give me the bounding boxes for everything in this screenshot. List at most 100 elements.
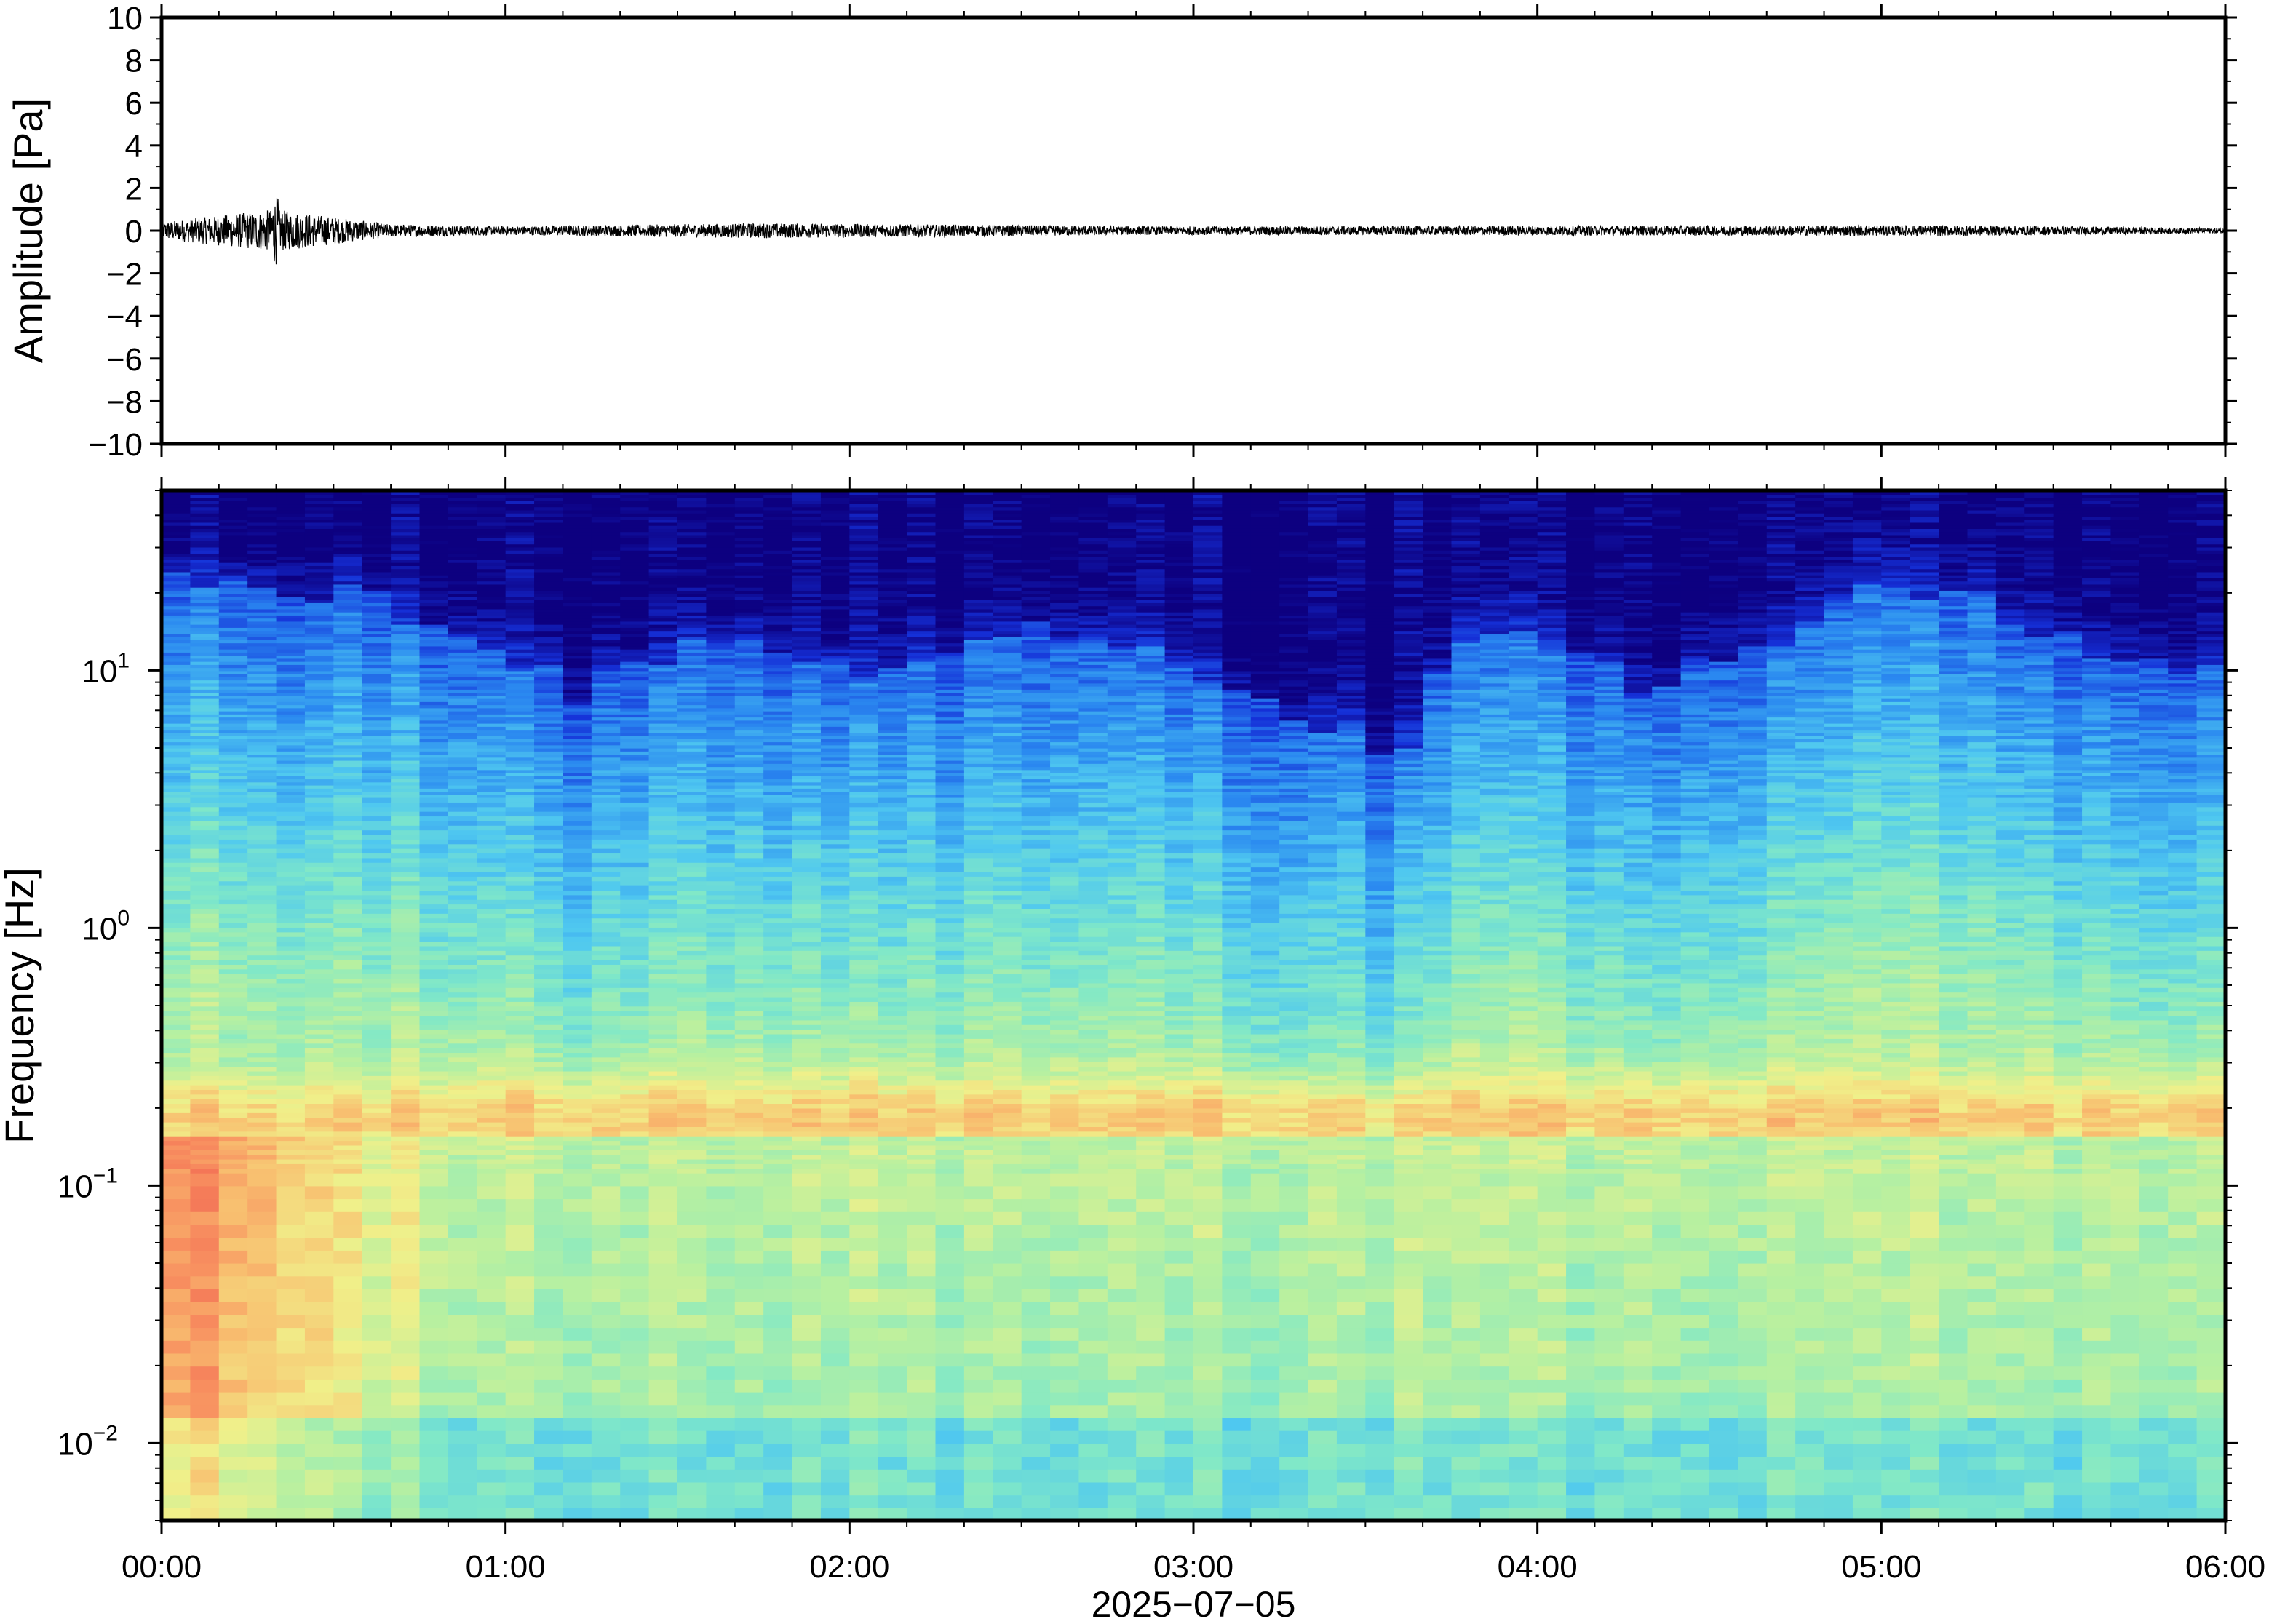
spectrogram-cell	[506, 643, 535, 647]
spectrogram-cell	[333, 686, 362, 690]
spectrogram-cell	[677, 1030, 707, 1035]
spectrogram-cell	[477, 1006, 506, 1011]
spectrogram-cell	[305, 683, 334, 687]
spectrogram-cell	[391, 872, 420, 877]
spectrogram-cell	[592, 696, 621, 699]
spectrogram-cell	[649, 881, 678, 886]
spectrogram-cell	[391, 862, 420, 867]
spectrogram-cell	[247, 717, 277, 721]
spectrogram-cell	[362, 1108, 392, 1113]
spectrogram-cell	[649, 520, 678, 523]
spectrogram-cell	[277, 640, 306, 643]
spectrogram-cell	[162, 637, 191, 640]
spectrogram-cell	[506, 698, 535, 702]
spectrogram-cell	[592, 1043, 621, 1048]
spectrogram-cell	[391, 668, 420, 672]
spectrogram-cell	[420, 696, 449, 699]
spectrogram-cell	[448, 733, 477, 736]
spectrogram-cell	[190, 711, 219, 715]
spectrogram-cell	[592, 711, 621, 715]
spectrogram-cell	[735, 969, 764, 974]
spectrogram-cell	[190, 532, 219, 536]
spectrogram-cell	[362, 791, 392, 795]
spectrogram-cell	[706, 1444, 735, 1457]
spectrogram-cell	[219, 594, 248, 597]
spectrogram-cell	[706, 615, 735, 618]
spectrogram-cell	[247, 936, 277, 942]
spectrogram-cell	[649, 766, 678, 770]
spectrogram-cell	[190, 1126, 219, 1131]
spectrogram-cell	[420, 1057, 449, 1062]
spectrogram-cell	[792, 770, 822, 773]
spectrogram-cell	[190, 584, 219, 588]
spectrogram-cell	[305, 1011, 334, 1016]
spectrogram-cell	[477, 997, 506, 1002]
spectrogram-cell	[763, 1062, 792, 1067]
spectrogram-cell	[763, 763, 792, 767]
spectrogram-cell	[420, 711, 449, 715]
spectrogram-cell	[247, 825, 277, 830]
spectrogram-cell	[448, 742, 477, 746]
spectrogram-cell	[247, 643, 277, 647]
spectrogram-cell	[649, 909, 678, 914]
spectrogram-cell	[620, 723, 649, 727]
spectrogram-cell	[219, 1263, 248, 1276]
spectrogram-cell	[247, 637, 277, 640]
spectrogram-cell	[506, 974, 535, 979]
spectrogram-cell	[448, 802, 477, 807]
spectrogram-cell	[677, 807, 707, 812]
spectrogram-cell	[620, 581, 649, 585]
spectrogram-cell	[391, 1276, 420, 1289]
spectrogram-cell	[391, 1238, 420, 1251]
spectrogram-cell	[477, 1444, 506, 1457]
spectrogram-cell	[506, 674, 535, 677]
spectrogram-cell	[247, 1062, 277, 1067]
spectrogram-cell	[506, 1289, 535, 1302]
spectrogram-cell	[247, 1379, 277, 1392]
spectrogram-cell	[305, 918, 334, 923]
spectrogram-cell	[620, 562, 649, 566]
spectrogram-cell	[735, 640, 764, 643]
spectrogram-cell	[763, 895, 792, 900]
spectrogram-cell	[620, 1238, 649, 1251]
spectrogram-cell	[448, 816, 477, 821]
spectrogram-plot-area	[162, 488, 2226, 1521]
spectrogram-cell	[277, 1495, 306, 1508]
spectrogram-cell	[420, 839, 449, 844]
spectrogram-cell	[506, 763, 535, 767]
spectrogram-cell	[305, 562, 334, 566]
spectrogram-cell	[506, 668, 535, 672]
spectrogram-cell	[362, 960, 392, 965]
spectrogram-cell	[477, 553, 506, 557]
spectrogram-cell	[477, 1112, 506, 1118]
spectrogram-cell	[162, 748, 191, 752]
spectrogram-cell	[362, 1043, 392, 1048]
spectrogram-cell	[391, 802, 420, 807]
spectrogram-cell	[706, 1392, 735, 1405]
spectrogram-cell	[506, 885, 535, 891]
spectrogram-cell	[534, 693, 563, 696]
spectrogram-cell	[420, 520, 449, 523]
spectrogram-cell	[706, 1366, 735, 1380]
spectrogram-cell	[592, 1392, 621, 1405]
spectrogram-cell	[792, 668, 822, 672]
spectrogram-cell	[162, 525, 191, 529]
spectrogram-cell	[763, 791, 792, 795]
spectrogram-cell	[477, 668, 506, 672]
spectrogram-cell	[190, 640, 219, 643]
spectrogram-cell	[506, 572, 535, 576]
spectrogram-cell	[190, 696, 219, 699]
spectrogram-cell	[792, 557, 822, 560]
spectrogram-cell	[706, 950, 735, 955]
spectrogram-cell	[706, 1024, 735, 1030]
spectrogram-cell	[677, 1366, 707, 1380]
spectrogram-cell	[792, 992, 822, 998]
spectrogram-cell	[563, 1482, 592, 1495]
spectrogram-cell	[362, 627, 392, 631]
spectrogram-cell	[247, 1199, 277, 1212]
spectrogram-cell	[477, 597, 506, 600]
spectrogram-cell	[247, 1315, 277, 1328]
spectrogram-cell	[792, 1392, 822, 1405]
spectrogram-cell	[706, 535, 735, 538]
spectrogram-cell	[247, 867, 277, 872]
